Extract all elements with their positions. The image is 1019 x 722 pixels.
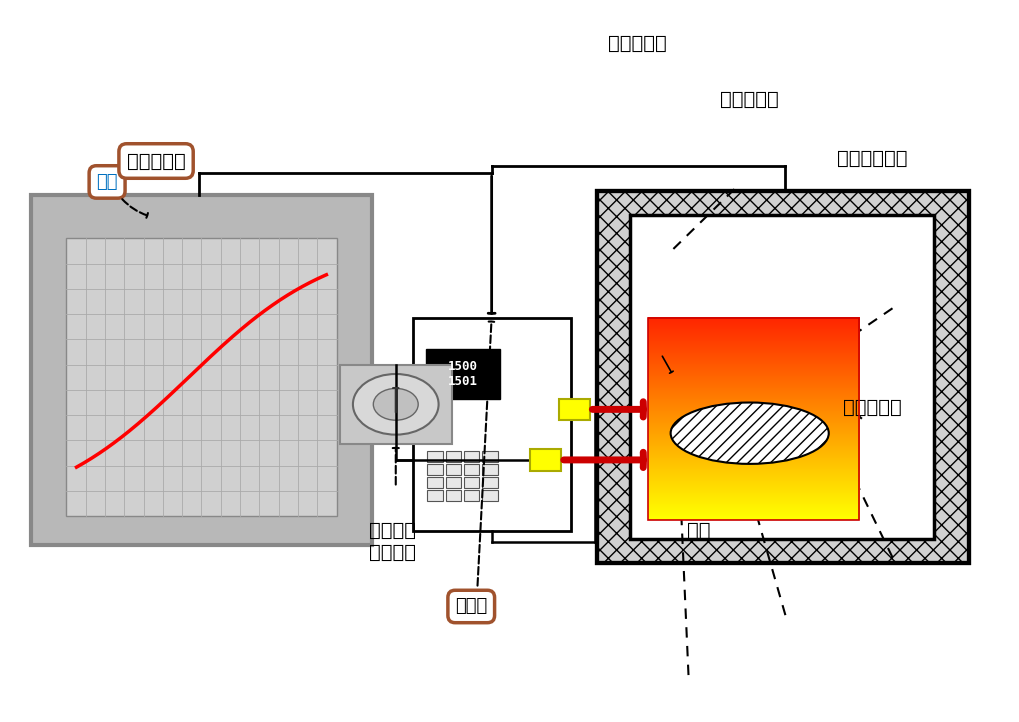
FancyBboxPatch shape <box>464 464 479 475</box>
FancyBboxPatch shape <box>482 490 497 501</box>
FancyBboxPatch shape <box>31 195 372 545</box>
FancyBboxPatch shape <box>445 477 461 488</box>
FancyBboxPatch shape <box>426 349 499 399</box>
Circle shape <box>353 374 438 435</box>
Text: 图表记录仪: 图表记录仪 <box>126 152 185 170</box>
FancyBboxPatch shape <box>445 490 461 501</box>
FancyBboxPatch shape <box>427 477 442 488</box>
FancyBboxPatch shape <box>445 464 461 475</box>
FancyBboxPatch shape <box>427 464 442 475</box>
FancyBboxPatch shape <box>482 451 497 462</box>
FancyBboxPatch shape <box>482 464 497 475</box>
Text: 导线: 导线 <box>96 173 118 191</box>
FancyBboxPatch shape <box>630 215 933 539</box>
FancyBboxPatch shape <box>339 365 451 444</box>
FancyBboxPatch shape <box>530 449 560 471</box>
Text: 炉子工作区: 炉子工作区 <box>842 399 901 417</box>
FancyBboxPatch shape <box>482 477 497 488</box>
FancyBboxPatch shape <box>427 451 442 462</box>
FancyBboxPatch shape <box>464 490 479 501</box>
FancyBboxPatch shape <box>445 451 461 462</box>
Text: 过温保护
（必须）: 过温保护 （必须） <box>369 521 416 562</box>
Text: 炉唷: 炉唷 <box>686 521 710 540</box>
FancyBboxPatch shape <box>558 399 589 420</box>
FancyBboxPatch shape <box>66 238 336 516</box>
FancyBboxPatch shape <box>427 490 442 501</box>
Text: 1500
1501: 1500 1501 <box>447 360 478 388</box>
Ellipse shape <box>671 403 828 464</box>
Text: 过温传感器: 过温传感器 <box>719 90 779 109</box>
Text: 控制传感器: 控制传感器 <box>607 34 666 53</box>
Text: 部件或原材料: 部件或原材料 <box>836 149 907 168</box>
FancyBboxPatch shape <box>464 477 479 488</box>
FancyBboxPatch shape <box>413 318 571 531</box>
FancyBboxPatch shape <box>464 451 479 462</box>
FancyBboxPatch shape <box>596 191 968 563</box>
Circle shape <box>373 388 418 420</box>
Text: 控制仪: 控制仪 <box>454 598 487 615</box>
